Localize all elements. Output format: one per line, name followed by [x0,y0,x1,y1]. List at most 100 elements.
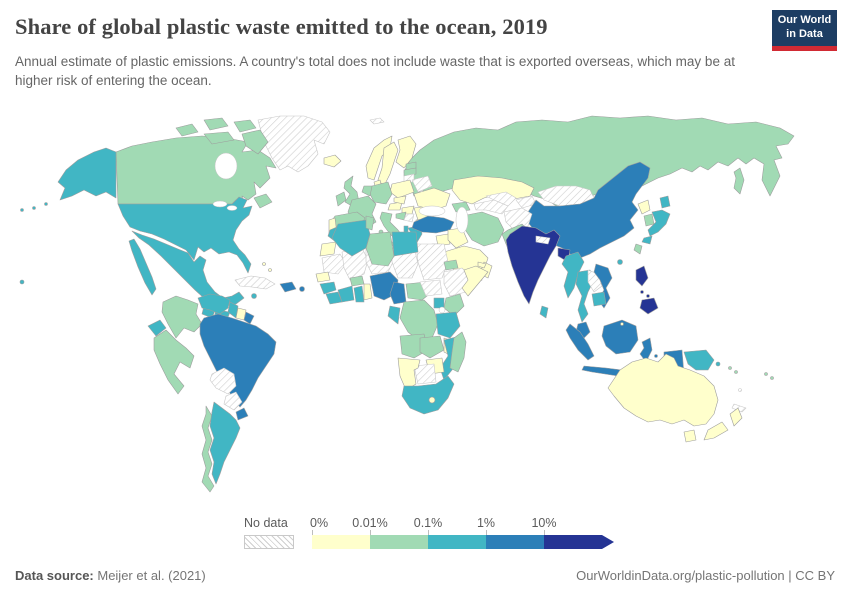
country-solomon-islands[interactable] [728,366,732,370]
legend-segment[interactable] [370,535,429,549]
country-south-africa[interactable] [401,375,455,415]
country-sweden[interactable] [377,141,399,187]
country-iceland[interactable] [323,154,342,168]
country-arctic-island[interactable] [203,131,235,145]
country-arctic-island[interactable] [203,117,229,131]
country-czechia[interactable] [393,195,407,205]
country-bolivia[interactable] [209,367,237,395]
country-indonesia-borneo[interactable] [601,319,639,355]
country-dr-congo[interactable] [399,299,439,341]
legend-segment[interactable] [312,535,371,549]
country-vanuatu[interactable] [738,388,742,392]
country-brazil[interactable] [199,313,277,408]
legend-segment-arrow[interactable] [544,535,614,549]
country-tunisia[interactable] [365,215,375,231]
country-ecuador[interactable] [147,319,167,337]
country-vietnam[interactable] [593,263,613,309]
country-puerto-rico[interactable] [299,286,305,292]
country-greenland[interactable] [257,115,331,173]
no-data-swatch[interactable] [244,535,294,549]
country-alaska[interactable] [57,147,117,201]
country-uzbekistan[interactable] [485,191,517,207]
country-kenya[interactable] [443,293,465,317]
country-tanzania[interactable] [435,311,461,339]
country-egypt[interactable] [391,231,419,257]
country-jamaica[interactable] [251,293,257,299]
country-burkina-faso[interactable] [349,275,365,287]
country-japan-honshu[interactable] [647,209,671,237]
country-indonesia-maluku[interactable] [654,354,658,358]
country-ireland[interactable] [335,191,347,207]
country-new-caledonia[interactable] [731,403,747,413]
country-sudan[interactable] [415,243,449,281]
country-fiji[interactable] [770,376,774,380]
country-uruguay[interactable] [235,407,249,421]
country-usa[interactable] [117,196,253,274]
country-indonesia-sumatra[interactable] [565,323,595,361]
country-iran[interactable] [461,211,505,247]
country-senegal[interactable] [315,271,331,283]
country-somalia[interactable] [461,265,489,297]
country-arctic-island[interactable] [233,119,257,133]
country-paraguay[interactable] [223,391,243,411]
country-chile[interactable] [201,405,215,493]
country-brunei[interactable] [620,322,624,326]
country-bahamas[interactable] [268,268,272,272]
country-mauritania[interactable] [321,253,347,275]
country-ivory-coast[interactable] [337,285,355,303]
country-nz-north-island[interactable] [729,407,743,427]
country-togo-benin[interactable] [363,283,373,301]
country-bahamas[interactable] [262,262,266,266]
country-hawaii[interactable] [19,279,25,285]
country-belarus[interactable] [411,175,433,193]
legend-segment[interactable] [428,535,487,549]
country-zambia[interactable] [419,335,445,359]
country-afghanistan[interactable] [503,207,533,231]
country-serbia[interactable] [403,213,415,223]
country-north-korea[interactable] [637,199,651,215]
country-south-korea[interactable] [643,213,655,227]
owid-logo[interactable]: Our World in Data [772,10,837,51]
aleutian-island[interactable] [20,208,24,212]
country-south-sudan[interactable] [419,279,443,297]
country-india[interactable] [505,225,561,305]
country-newfoundland[interactable] [253,193,273,209]
country-mexico-baja[interactable] [128,238,157,296]
country-lesotho[interactable] [428,396,436,404]
country-australia[interactable] [607,353,719,427]
country-mexico[interactable] [131,230,245,307]
country-venezuela[interactable] [197,293,231,315]
country-botswana[interactable] [413,363,437,385]
country-philippines-visayas[interactable] [646,294,650,298]
country-namibia[interactable] [397,357,421,391]
license-link[interactable]: OurWorldinData.org/plastic-pollution | C… [576,568,835,583]
country-new-britain[interactable] [715,361,721,367]
aleutian-island[interactable] [44,202,48,206]
country-cuba[interactable] [234,275,276,290]
country-solomon-islands[interactable] [734,370,738,374]
country-japan-hokkaido[interactable] [659,195,671,209]
country-japan-kyushu[interactable] [641,235,653,245]
country-syria[interactable] [435,233,451,247]
country-guinea[interactable] [319,281,337,295]
country-finland[interactable] [395,135,417,169]
country-uganda[interactable] [433,297,445,309]
country-uae[interactable] [477,261,487,269]
country-tasmania[interactable] [683,429,697,443]
country-ghana[interactable] [353,285,365,303]
country-papua-new-guinea[interactable] [683,349,715,371]
country-myanmar[interactable] [561,251,585,299]
country-turkmenistan[interactable] [473,199,509,215]
country-philippines-visayas[interactable] [640,290,644,294]
country-western-sahara[interactable] [319,241,337,257]
country-madagascar[interactable] [449,331,467,373]
country-argentina[interactable] [209,401,241,485]
country-sakhalin[interactable] [733,167,745,195]
country-taiwan[interactable] [633,243,643,255]
country-ukraine[interactable] [413,187,451,211]
aleutian-island[interactable] [32,206,36,210]
country-fiji[interactable] [764,372,768,376]
country-peru[interactable] [153,329,195,395]
country-hispaniola[interactable] [279,281,297,293]
country-nepal[interactable] [535,235,551,245]
